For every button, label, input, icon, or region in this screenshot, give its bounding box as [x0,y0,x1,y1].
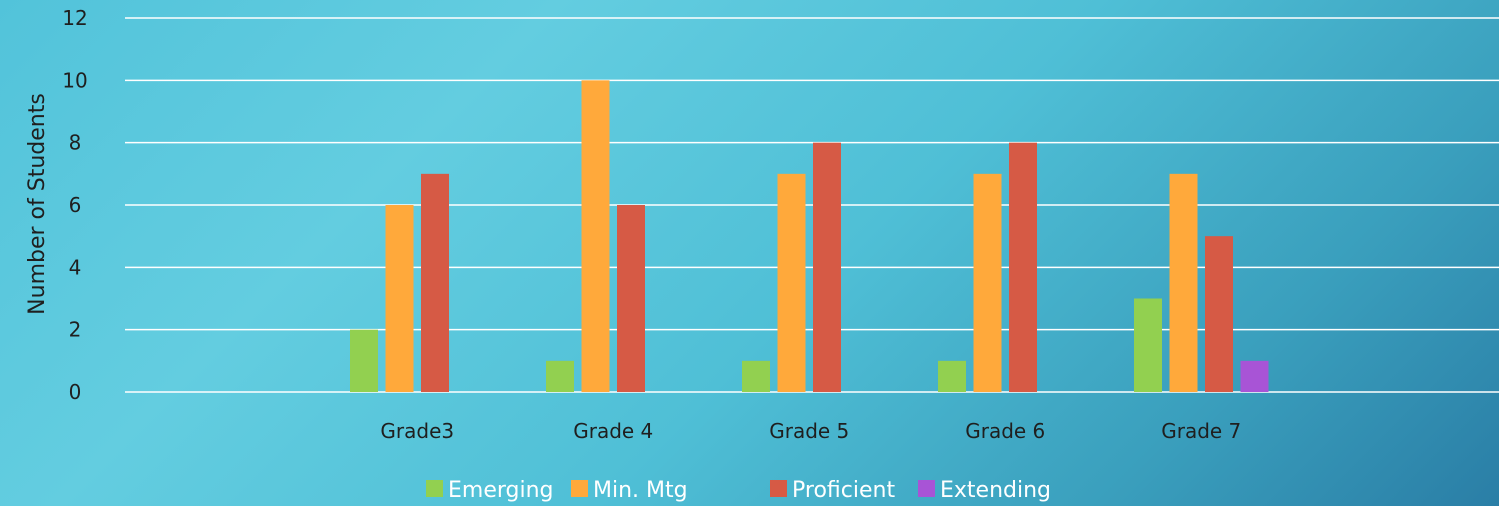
y-tick-label: 12 [62,6,87,30]
legend-swatch [426,480,443,497]
bar-emerging-0 [350,329,378,392]
legend-label: Emerging [448,478,554,503]
bar-min-mtg-2 [777,173,806,392]
x-tick-labels: Grade3 Grade 4 Grade 5 Grade 6 Grade 7 [380,419,1241,443]
y-tick-label: 0 [69,380,82,404]
bar-proficient-4 [1205,236,1233,392]
bar-min-mtg-4 [1169,173,1198,392]
x-tick-label: Grade 4 [573,419,653,443]
x-tick-label: Grade 7 [1161,419,1241,443]
bar-emerging-3 [938,360,966,392]
legend-swatch [571,480,588,497]
y-tick-label: 6 [69,193,82,217]
bar-emerging-1 [546,360,574,392]
x-tick-label: Grade3 [380,419,454,443]
bars [350,80,1269,392]
legend-label: Proficient [792,478,895,503]
gridlines [125,17,1499,393]
legend-swatch [770,480,787,497]
bar-extending-4 [1240,360,1269,392]
legend-label: Min. Mtg [593,478,688,503]
bar-emerging-4 [1134,298,1162,392]
bar-proficient-0 [421,173,449,392]
y-axis-label: Number of Students [25,93,50,315]
y-tick-label: 4 [69,255,82,279]
legend-label: Extending [940,478,1051,503]
bar-emerging-2 [742,360,770,392]
legend: Emerging Min. Mtg Proficient Extending [426,478,1051,503]
y-tick-labels: 0 2 4 6 8 10 12 [62,6,87,404]
bar-proficient-1 [617,205,645,392]
y-tick-label: 2 [69,318,82,342]
bar-min-mtg-3 [973,173,1002,392]
bar-min-mtg-0 [385,205,414,392]
y-tick-label: 8 [69,131,82,155]
x-tick-label: Grade 5 [769,419,849,443]
y-tick-label: 10 [62,68,87,92]
legend-swatch [918,480,935,497]
bar-min-mtg-1 [581,80,610,392]
bar-proficient-3 [1009,142,1037,392]
bar-proficient-2 [813,142,841,392]
x-tick-label: Grade 6 [965,419,1045,443]
